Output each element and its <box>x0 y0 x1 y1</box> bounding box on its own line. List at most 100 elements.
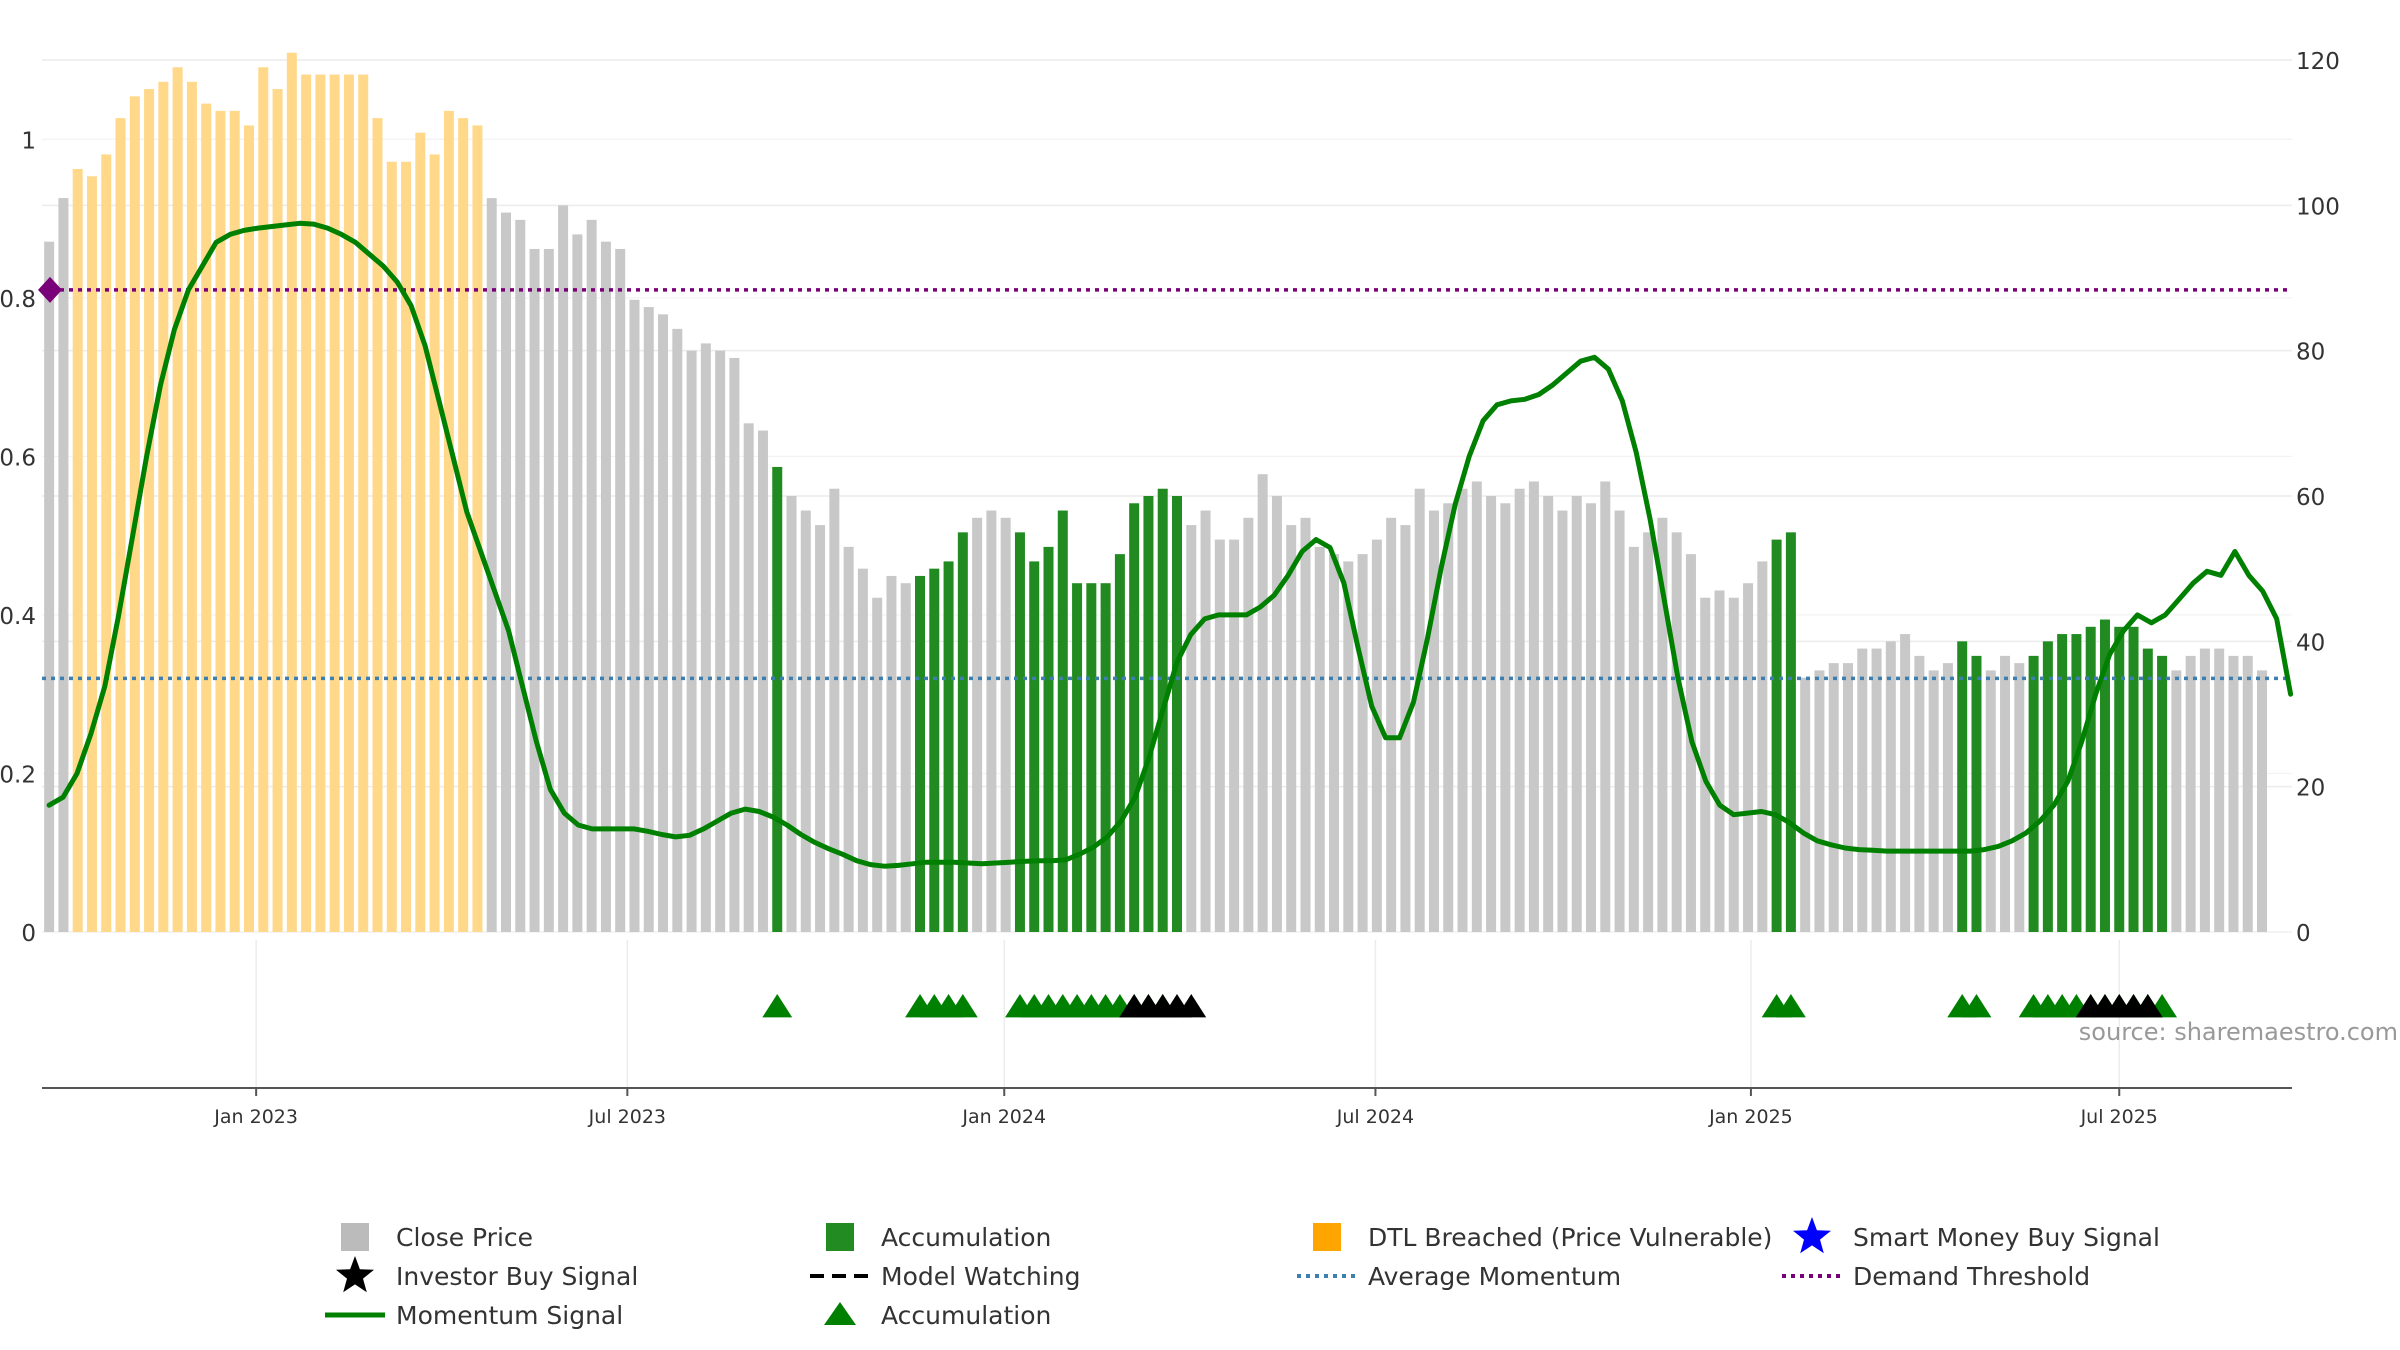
y-right-tick-label: 40 <box>2296 630 2325 656</box>
accumulation-bar <box>2028 655 2039 932</box>
dtl-breached-bar <box>244 125 255 932</box>
dtl-breached-bar <box>329 74 340 933</box>
close-price-bar <box>2228 655 2239 932</box>
close-price-bar <box>515 219 526 932</box>
close-price-bar <box>715 350 726 933</box>
close-price-bar <box>1543 496 1554 932</box>
dtl-breached-bar <box>201 103 212 933</box>
y-left-tick-label: 0.6 <box>0 445 36 471</box>
dtl-breached-bar <box>386 161 397 932</box>
close-price-bar <box>1414 488 1425 932</box>
close-price-bar <box>2185 655 2196 932</box>
close-price-bar <box>558 205 569 933</box>
close-price-bar <box>1271 496 1282 932</box>
accumulation-bar <box>1129 503 1140 932</box>
accumulation-bar <box>2114 626 2125 932</box>
close-price-bar <box>615 248 626 932</box>
close-price-bar <box>2014 663 2025 932</box>
dtl-breached-bar <box>186 81 197 933</box>
accumulation-bar <box>1771 539 1782 932</box>
close-price-bar <box>1828 663 1839 932</box>
close-price-bar <box>572 234 583 932</box>
close-price-bar <box>757 430 768 932</box>
momentum-signal <box>46 220 2294 869</box>
dtl-breached-bar <box>443 110 454 932</box>
dtl-breached-bar <box>301 74 312 933</box>
legend-smart-money-buy-signal-label: Smart Money Buy Signal <box>1853 1223 2160 1252</box>
accumulation-bar <box>1072 583 1083 932</box>
close-price-bar <box>2171 670 2182 932</box>
accumulation-bar <box>1143 496 1154 932</box>
close-price-bar <box>1428 510 1439 932</box>
close-price-bar <box>700 343 711 932</box>
legend-investor-buy-signal-label: Investor Buy Signal <box>396 1262 638 1291</box>
close-price-bar <box>729 357 740 932</box>
y-left-tick-label: 1 <box>21 128 36 154</box>
close-price-bar <box>800 510 811 932</box>
close-price-bar <box>1928 670 1939 932</box>
accumulation-bar <box>1014 532 1025 932</box>
dtl-breached-bar <box>458 118 469 933</box>
close-price-bar <box>629 299 640 932</box>
legend-model-watching-label: Model Watching <box>881 1262 1081 1291</box>
accumulation-bar <box>1057 510 1068 932</box>
y-left-tick-label: 0.2 <box>0 762 36 788</box>
accumulation-marker <box>762 994 793 1018</box>
x-tick-label: Jul 2024 <box>1336 1106 1414 1128</box>
legend-close-price-swatch <box>341 1223 369 1251</box>
legend-investor-buy-signal-star-icon <box>336 1256 374 1293</box>
accumulation-bar <box>2128 626 2139 932</box>
close-price-bar <box>1942 663 1953 932</box>
accumulation-bar <box>2099 619 2110 932</box>
close-price-bar <box>1643 532 1654 932</box>
accumulation-bar <box>943 561 954 932</box>
close-price-bar <box>1329 554 1340 932</box>
momentum-signal-line <box>46 220 2294 869</box>
close-price-bar <box>900 583 911 932</box>
accumulation-marker <box>1775 994 1806 1018</box>
investor-buy-marker <box>2132 994 2163 1018</box>
close-price-bar <box>1571 496 1582 932</box>
legend-accumulation-triangle-icon <box>824 1302 856 1325</box>
dtl-breached-bar <box>429 154 440 932</box>
close-price-bar <box>1714 590 1725 932</box>
close-price-bar <box>1300 517 1311 932</box>
y-left-tick-label: 0.4 <box>0 604 36 630</box>
close-price-bar <box>529 248 540 932</box>
signal-markers <box>762 994 2178 1018</box>
dtl-breached-bar <box>372 118 383 933</box>
dtl-breached-bar <box>343 74 354 933</box>
accumulation-bar <box>2042 641 2053 932</box>
demand-threshold-marker <box>38 276 62 303</box>
close-price-bar <box>1457 488 1468 932</box>
close-price-bar <box>1229 539 1240 932</box>
close-price-bar <box>1586 503 1597 932</box>
close-price-bar <box>1471 481 1482 932</box>
legend-accumulation-label: Accumulation <box>881 1301 1051 1330</box>
accumulation-bar <box>1114 554 1125 932</box>
reference-lines <box>38 276 2292 681</box>
legend-accumulation-swatch <box>826 1223 854 1251</box>
y-left-tick-label: 0.8 <box>0 287 36 313</box>
close-price-bar <box>1371 539 1382 932</box>
dtl-breached-bar <box>258 67 269 933</box>
close-price-bar <box>829 488 840 932</box>
close-price-bar <box>1614 510 1625 932</box>
axes: 0 0.2 0.4 0.6 0.8 1 0 20 40 60 80 100 120 Jan 2023 Jul… <box>0 49 2340 1128</box>
close-price-bar <box>2257 670 2268 932</box>
close-price-bar <box>1885 641 1896 932</box>
close-price-bar <box>1657 517 1668 932</box>
close-price-bar <box>1914 655 1925 932</box>
close-price-bar <box>1985 670 1996 932</box>
close-price-bar <box>2000 655 2011 932</box>
close-price-bar <box>2199 648 2210 932</box>
close-price-bar <box>1871 648 1882 932</box>
dtl-breached-bar <box>144 89 155 933</box>
y-right-tick-label: 20 <box>2296 776 2325 802</box>
close-price-bar <box>486 198 497 933</box>
accumulation-bar <box>1171 496 1182 932</box>
close-price-bar <box>1528 481 1539 932</box>
accumulation-bar <box>2057 634 2068 932</box>
x-tick-label: Jan 2024 <box>961 1106 1046 1128</box>
